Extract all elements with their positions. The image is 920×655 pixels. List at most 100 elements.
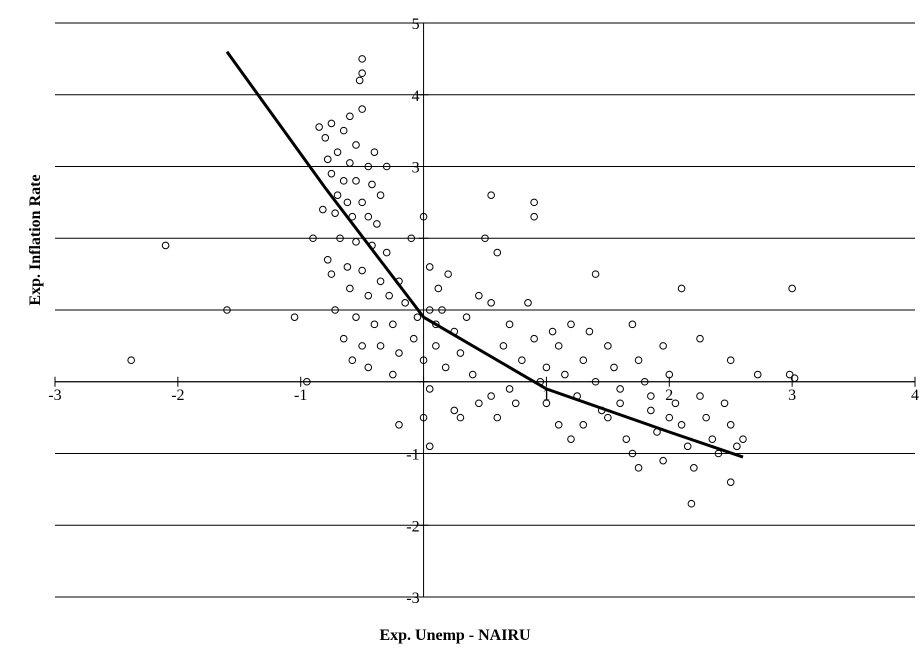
data-point [327, 270, 336, 278]
data-point [468, 370, 477, 379]
data-point [346, 159, 354, 167]
data-point [567, 435, 575, 443]
data-point [659, 456, 667, 465]
data-point [450, 406, 459, 415]
data-point [487, 392, 495, 400]
data-point [659, 342, 667, 350]
data-point [441, 363, 450, 372]
y-axis-title: Exp. Inflation Rate [27, 174, 44, 305]
data-point [726, 421, 735, 429]
data-point [475, 399, 483, 408]
data-point [726, 356, 735, 365]
data-point [628, 320, 637, 329]
data-point [346, 284, 354, 293]
data-point [419, 356, 428, 365]
data-point [481, 234, 489, 243]
x-tick-label: -3 [48, 387, 61, 404]
data-point [733, 442, 741, 451]
data-point [339, 126, 348, 135]
data-point [785, 370, 794, 379]
data-point [665, 370, 674, 379]
data-point [419, 413, 428, 422]
data-point [358, 266, 366, 275]
data-point [346, 112, 354, 121]
data-point [432, 320, 440, 329]
data-point [303, 377, 311, 386]
data-point [376, 342, 385, 350]
data-point [339, 177, 348, 185]
data-point [518, 356, 526, 365]
data-point [702, 413, 710, 422]
data-point [677, 284, 686, 293]
y-tick-label: -2 [406, 518, 419, 535]
data-point [671, 399, 680, 408]
x-tick-label: 2 [665, 387, 673, 404]
data-point [530, 212, 538, 221]
data-point [567, 320, 575, 329]
data-point [438, 306, 446, 314]
data-point [364, 212, 373, 221]
data-point [401, 299, 409, 307]
data-point [753, 370, 762, 379]
data-point [352, 177, 360, 185]
data-point [462, 313, 471, 321]
data-point [554, 421, 563, 429]
data-point [585, 327, 594, 336]
data-point [323, 155, 332, 164]
data-point [616, 399, 624, 408]
data-point [524, 299, 532, 307]
x-tick-label: -1 [294, 387, 307, 404]
data-point [358, 69, 366, 78]
data-point [604, 413, 612, 422]
data-point [364, 291, 373, 300]
data-point [628, 449, 637, 458]
data-point [720, 399, 729, 408]
data-point [634, 356, 643, 365]
data-point [331, 209, 339, 217]
data-point [364, 162, 373, 171]
data-point [696, 392, 704, 400]
x-tick-label: 3 [788, 387, 796, 404]
data-point [548, 327, 557, 336]
data-point [665, 413, 674, 422]
x-tick-label: 4 [911, 387, 919, 404]
data-point [419, 212, 428, 221]
data-point [370, 148, 379, 156]
data-point [475, 291, 483, 300]
data-point [610, 363, 618, 372]
data-point [456, 413, 465, 422]
data-point [407, 234, 416, 243]
data-point [690, 464, 698, 472]
data-point [331, 306, 339, 314]
data-point [333, 148, 342, 156]
data-point [352, 141, 360, 149]
data-point [505, 385, 514, 393]
data-point [604, 342, 612, 350]
data-point [127, 356, 135, 365]
x-tick-label: -2 [171, 387, 184, 404]
data-point [358, 55, 366, 63]
trend-line-group [225, 50, 744, 459]
data-point [493, 413, 502, 422]
data-point [321, 134, 330, 142]
data-point [434, 284, 443, 293]
data-point [456, 349, 465, 357]
data-point [382, 162, 391, 171]
data-point [333, 191, 342, 199]
data-point [790, 374, 799, 382]
data-point [561, 370, 569, 379]
y-tick-label: -1 [406, 447, 419, 464]
data-point [708, 435, 717, 443]
data-point [309, 234, 317, 243]
data-point [368, 180, 376, 189]
data-point [315, 123, 323, 131]
tick-labels: -3 -2 -1 1 2 3 4 -3 -2 -1 3 4 5 [48, 16, 919, 607]
data-point [385, 291, 393, 300]
data-point [788, 284, 796, 293]
data-point [389, 370, 397, 379]
data-point [376, 277, 385, 286]
data-point [493, 248, 502, 257]
y-tick-label: 4 [412, 88, 420, 105]
